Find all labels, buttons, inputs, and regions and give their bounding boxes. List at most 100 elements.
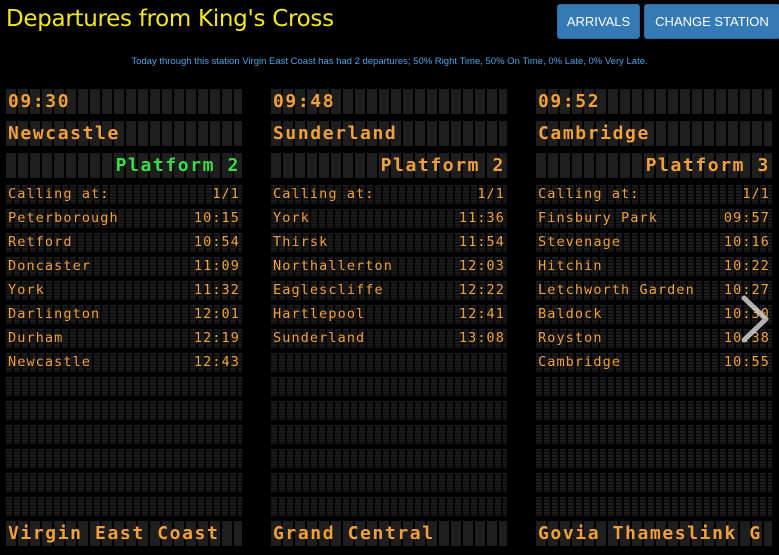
stop-station: Newcastle (8, 354, 92, 370)
stop-time: 10:15 (193, 210, 240, 226)
stop-time: 11:36 (458, 210, 505, 226)
stop-station: York (273, 210, 310, 226)
stop-time: 12:01 (193, 306, 240, 322)
departure-time-text: 09:52 (538, 91, 601, 112)
stop-time: 13:08 (458, 330, 505, 346)
operator-name-text: Govia Thameslink G (538, 523, 762, 544)
calling-point: Baldock 10:30 (536, 305, 772, 324)
empty-calling-row (536, 449, 772, 468)
departure-time: 09:30 (6, 89, 242, 114)
destination-text: Cambridge (538, 123, 650, 144)
calling-point: Finsbury Park 09:57 (536, 209, 772, 228)
stop-station: Calling at: (8, 186, 110, 202)
calling-at-header: Calling at: 1/1 (271, 185, 507, 204)
calling-point: Darlington 12:01 (6, 305, 242, 324)
operator-name-text: Virgin East Coast (8, 523, 220, 544)
empty-calling-row (536, 473, 772, 492)
chevron-right-icon[interactable] (734, 292, 774, 346)
destination: Newcastle (6, 121, 242, 146)
stop-time: 12:43 (193, 354, 240, 370)
empty-calling-row (6, 449, 242, 468)
operator-name: Virgin East Coast (6, 521, 242, 546)
calling-at-header: Calling at: 1/1 (6, 185, 242, 204)
calling-at-header: Calling at: 1/1 (536, 185, 772, 204)
platform: Platform 2 (271, 153, 507, 178)
empty-calling-row (271, 497, 507, 516)
stop-station: Darlington (8, 306, 101, 322)
empty-calling-row (6, 377, 242, 396)
empty-calling-row (271, 401, 507, 420)
stop-time: 11:09 (193, 258, 240, 274)
empty-calling-row (6, 425, 242, 444)
empty-calling-row (271, 353, 507, 372)
calling-point: Hartlepool 12:41 (271, 305, 507, 324)
departure-time-text: 09:48 (273, 91, 336, 112)
stop-station: Doncaster (8, 258, 92, 274)
calling-point: Newcastle 12:43 (6, 353, 242, 372)
stop-time: 12:19 (193, 330, 240, 346)
calling-point: York 11:32 (6, 281, 242, 300)
stop-time: 10:55 (723, 354, 770, 370)
stop-time: 11:32 (193, 282, 240, 298)
change-station-button[interactable]: CHANGE STATION (644, 4, 779, 39)
stop-station: Retford (8, 234, 73, 250)
empty-calling-row (536, 425, 772, 444)
departure-time-text: 09:30 (8, 91, 71, 112)
empty-calling-row (6, 401, 242, 420)
empty-calling-row (271, 449, 507, 468)
stop-time: 10:54 (193, 234, 240, 250)
operator-name: Govia Thameslink G (536, 521, 772, 546)
stop-station: Hitchin (538, 258, 603, 274)
platform: Platform 3 (536, 153, 772, 178)
empty-calling-row (536, 497, 772, 516)
arrivals-button[interactable]: ARRIVALS (557, 4, 640, 39)
calling-point: Durham 12:19 (6, 329, 242, 348)
calling-point: Thirsk 11:54 (271, 233, 507, 252)
stop-time: 12:22 (458, 282, 505, 298)
calling-point: Hitchin 10:22 (536, 257, 772, 276)
empty-calling-row (6, 473, 242, 492)
destination-text: Sunderland (273, 123, 398, 144)
stop-time: 1/1 (477, 186, 505, 202)
stop-station: Cambridge (538, 354, 622, 370)
stop-time: 11:54 (458, 234, 505, 250)
destination: Sunderland (271, 121, 507, 146)
stop-station: Letchworth Garden (538, 282, 695, 298)
calling-point: Doncaster 11:09 (6, 257, 242, 276)
stop-station: Northallerton (273, 258, 393, 274)
calling-point: York 11:36 (271, 209, 507, 228)
empty-calling-row (536, 377, 772, 396)
destination-text: Newcastle (8, 123, 120, 144)
stop-station: York (8, 282, 45, 298)
calling-point: Royston 10:38 (536, 329, 772, 348)
page-title: Departures from King's Cross (6, 6, 334, 32)
calling-point: Northallerton 12:03 (271, 257, 507, 276)
stop-time: 09:57 (723, 210, 770, 226)
stop-time: 10:22 (723, 258, 770, 274)
stop-station: Sunderland (273, 330, 366, 346)
stop-station: Finsbury Park (538, 210, 658, 226)
empty-calling-row (536, 401, 772, 420)
stop-station: Calling at: (538, 186, 640, 202)
stop-station: Durham (8, 330, 64, 346)
calling-point: Cambridge 10:55 (536, 353, 772, 372)
calling-point: Eaglescliffe 12:22 (271, 281, 507, 300)
platform-text: Platform 3 (645, 155, 770, 176)
departure-time: 09:48 (271, 89, 507, 114)
destination: Cambridge (536, 121, 772, 146)
departure-time: 09:52 (536, 89, 772, 114)
stop-time: 12:03 (458, 258, 505, 274)
stop-time: 10:16 (723, 234, 770, 250)
stop-station: Thirsk (273, 234, 329, 250)
calling-point: Peterborough 10:15 (6, 209, 242, 228)
stop-station: Eaglescliffe (273, 282, 384, 298)
empty-calling-row (6, 497, 242, 516)
operator-name-text: Grand Central (273, 523, 435, 544)
stop-station: Royston (538, 330, 603, 346)
calling-point: Retford 10:54 (6, 233, 242, 252)
empty-calling-row (271, 425, 507, 444)
stop-station: Stevenage (538, 234, 622, 250)
operator-stats: Today through this station Virgin East C… (131, 56, 648, 67)
stop-station: Calling at: (273, 186, 375, 202)
calling-point: Sunderland 13:08 (271, 329, 507, 348)
